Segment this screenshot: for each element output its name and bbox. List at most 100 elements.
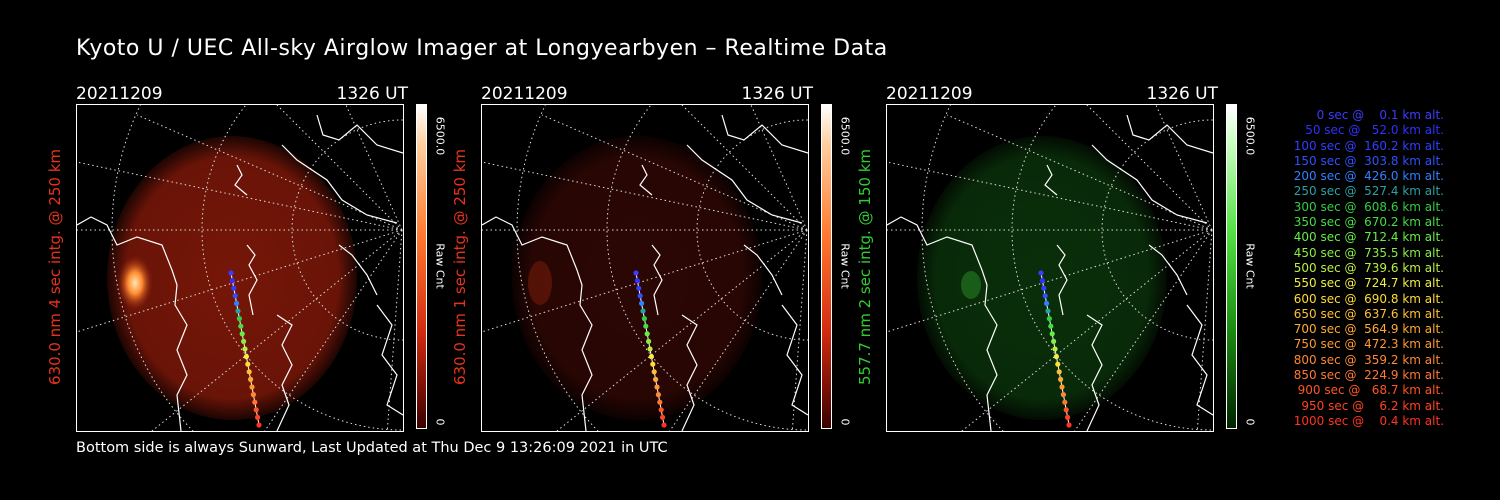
- coastline: [1056, 244, 1068, 316]
- coastline: [639, 164, 653, 196]
- legend-entry: 500 sec @ 739.6 km alt.: [1289, 260, 1444, 275]
- legend-entry: 1000 sec @ 0.4 km alt.: [1293, 413, 1444, 428]
- trajectory-point: [248, 376, 254, 382]
- trajectory-point: [1060, 392, 1066, 398]
- meridian-line: [946, 114, 1213, 231]
- trajectory-point: [1062, 399, 1068, 405]
- legend-entry: 100 sec @ 160.2 km alt.: [1289, 138, 1444, 153]
- imager-panel-3: 20211209 1326 UT 557.7 nm 2 sec intg. @ …: [856, 84, 1257, 434]
- allsky-image: [481, 104, 809, 432]
- trajectory-point: [639, 300, 645, 306]
- coastline: [681, 314, 698, 431]
- trajectory-point: [1065, 414, 1071, 420]
- trajectory-point: [1056, 369, 1062, 375]
- trajectory-point: [646, 338, 652, 344]
- meridian-line: [887, 161, 1213, 231]
- meridian-line: [136, 114, 403, 231]
- trajectory-point: [255, 414, 261, 420]
- trajectory-point: [253, 407, 259, 413]
- meridian-line: [386, 229, 403, 431]
- trajectory-point: [1041, 285, 1047, 291]
- trajectory-legend: 0 sec @ 0.1 km alt. 50 sec @ 52.0 km alt…: [1262, 108, 1444, 429]
- trajectory-point: [238, 323, 244, 329]
- trajectory-point: [641, 316, 647, 322]
- meridian-line: [264, 229, 403, 431]
- panel-date: 20211209: [481, 84, 568, 104]
- trajectory-point: [647, 346, 653, 352]
- trajectory-point: [1055, 361, 1061, 367]
- meridian-line: [77, 229, 403, 333]
- legend-entry: 800 sec @ 359.2 km alt.: [1289, 352, 1444, 367]
- trajectory-point: [658, 407, 664, 413]
- trajectory-point: [1049, 331, 1055, 337]
- trajectory-point: [644, 331, 650, 337]
- allsky-image: [76, 104, 404, 432]
- coastline: [1148, 244, 1188, 296]
- coastline: [316, 114, 403, 154]
- legend-entry: 350 sec @ 670.2 km alt.: [1289, 215, 1444, 230]
- meridian-line: [750, 105, 808, 231]
- trajectory-point: [236, 316, 242, 322]
- trajectory-point: [1044, 300, 1050, 306]
- trajectory-point: [241, 338, 247, 344]
- meridian-line: [482, 161, 808, 231]
- meridian-line: [77, 161, 403, 231]
- latitude-circle: [696, 119, 808, 341]
- aurora-spot: [528, 261, 552, 305]
- colorbar: [416, 104, 427, 429]
- trajectory-point: [1048, 323, 1054, 329]
- coastline: [234, 164, 248, 196]
- meridian-line: [791, 229, 808, 431]
- trajectory-point: [245, 361, 251, 367]
- legend-entry: 650 sec @ 637.6 km alt.: [1289, 306, 1444, 321]
- page-title: Kyoto U / UEC All-sky Airglow Imager at …: [76, 36, 888, 61]
- trajectory-point: [1053, 354, 1059, 360]
- trajectory-point: [660, 414, 666, 420]
- trajectory-point: [637, 293, 643, 299]
- coastline: [781, 304, 808, 416]
- trajectory-point: [655, 392, 661, 398]
- panel-time: 1326 UT: [741, 84, 814, 104]
- latitude-circle: [291, 119, 403, 341]
- coastline: [1091, 144, 1208, 224]
- legend-entry: 950 sec @ 6.2 km alt.: [1297, 398, 1444, 413]
- legend-entry: 300 sec @ 608.6 km alt.: [1289, 199, 1444, 214]
- meridian-line: [1074, 229, 1213, 431]
- trajectory-point: [1052, 346, 1058, 352]
- trajectory-point: [250, 392, 256, 398]
- meridian-line: [541, 114, 808, 231]
- legend-entry: 150 sec @ 303.8 km alt.: [1289, 153, 1444, 168]
- legend-entry: 450 sec @ 735.5 km alt.: [1289, 245, 1444, 260]
- coastline: [887, 216, 998, 431]
- legend-entry: 200 sec @ 426.0 km alt.: [1289, 169, 1444, 184]
- panel-date: 20211209: [886, 84, 973, 104]
- trajectory-point: [634, 278, 640, 284]
- legend-entry: 900 sec @ 68.7 km alt.: [1293, 383, 1444, 398]
- legend-entry: 50 sec @ 52.0 km alt.: [1297, 123, 1444, 138]
- trajectory-point: [643, 323, 649, 329]
- trajectory-point: [243, 354, 249, 360]
- aurora-bright-spot: [117, 255, 153, 311]
- panel-date: 20211209: [76, 84, 163, 104]
- meridian-line: [887, 229, 1213, 333]
- coastline: [721, 114, 808, 154]
- latitude-circle: [1101, 119, 1213, 341]
- legend-entry: 700 sec @ 564.9 km alt.: [1289, 322, 1444, 337]
- meridian-line: [1196, 229, 1213, 431]
- coastline: [482, 216, 593, 431]
- colorbar: [821, 104, 832, 429]
- trajectory-point: [246, 369, 252, 375]
- trajectory-point: [242, 346, 248, 352]
- trajectory-point: [654, 384, 660, 390]
- legend-entry: 400 sec @ 712.4 km alt.: [1289, 230, 1444, 245]
- trajectory-point: [249, 384, 255, 390]
- trajectory-point: [1039, 278, 1045, 284]
- legend-entry: 750 sec @ 472.3 km alt.: [1289, 337, 1444, 352]
- coastline: [276, 314, 293, 431]
- legend-entry: 600 sec @ 690.8 km alt.: [1289, 291, 1444, 306]
- trajectory-point: [648, 354, 654, 360]
- trajectory-point: [657, 399, 663, 405]
- coastline: [1126, 114, 1213, 154]
- trajectory-point: [1051, 338, 1057, 344]
- panel-time: 1326 UT: [1146, 84, 1219, 104]
